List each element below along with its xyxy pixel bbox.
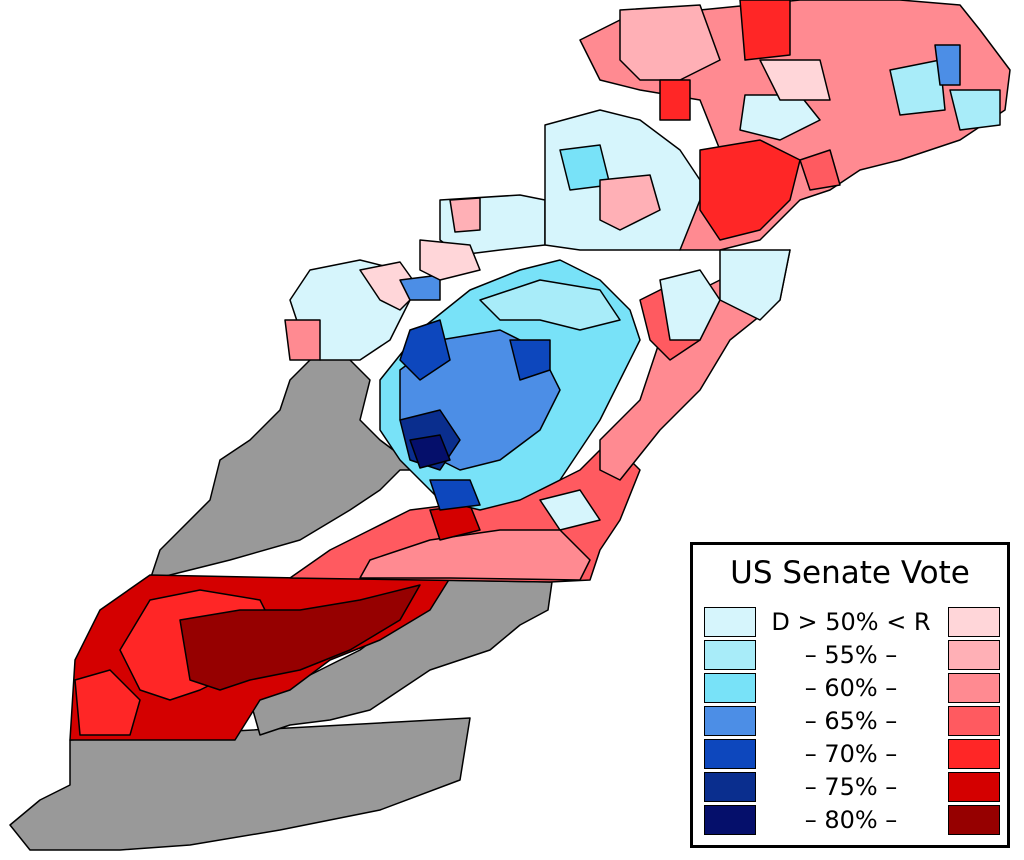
- red-county-west: [284, 319, 321, 361]
- legend-swatch-dem: [704, 805, 756, 835]
- blue-county-southeast: [539, 489, 601, 531]
- blue-county-center: [509, 339, 551, 381]
- blue-county-far-northeast: [949, 89, 1001, 131]
- legend-swatch-dem: [704, 640, 756, 670]
- red-region-far-west: [74, 669, 141, 736]
- pink-county-north-central: [449, 197, 481, 233]
- blue-county-northeast-dark: [934, 44, 961, 86]
- blue-county-darkest: [409, 434, 451, 469]
- gray-region-south: [9, 717, 471, 851]
- blue-county-south: [429, 479, 481, 511]
- red-region-south-core: [179, 584, 421, 691]
- red-county-north: [739, 0, 791, 61]
- legend: US Senate Vote D > 50% < R – 55% – – 60% –…: [690, 542, 1010, 848]
- legend-swatch-rep: [948, 706, 1000, 736]
- legend-row: – 75% –: [693, 772, 1007, 802]
- red-county-north-central: [659, 79, 691, 121]
- legend-label: – 55% –: [804, 641, 898, 669]
- pink-county-north-east: [759, 59, 831, 101]
- legend-swatch-rep: [948, 805, 1000, 835]
- legend-swatch-dem: [704, 706, 756, 736]
- legend-swatch-dem: [704, 607, 756, 637]
- blue-county-east: [659, 269, 721, 341]
- blue-region-upper: [479, 279, 621, 331]
- legend-label: – 70% –: [804, 740, 898, 768]
- legend-swatch-rep: [948, 640, 1000, 670]
- legend-row: – 70% –: [693, 739, 1007, 769]
- legend-label: – 60% –: [804, 674, 898, 702]
- legend-row: D > 50% < R: [693, 607, 1007, 637]
- blue-county-north: [399, 319, 451, 381]
- legend-label: – 80% –: [804, 806, 898, 834]
- legend-row: – 55% –: [693, 640, 1007, 670]
- legend-swatch-rep: [948, 739, 1000, 769]
- legend-swatch-rep: [948, 607, 1000, 637]
- legend-swatch-rep: [948, 673, 1000, 703]
- legend-label: – 75% –: [804, 773, 898, 801]
- red-county-north-east: [799, 149, 841, 191]
- legend-row: – 80% –: [693, 805, 1007, 835]
- legend-row: – 60% –: [693, 673, 1007, 703]
- gray-region-north: [149, 349, 421, 581]
- legend-label: D > 50% < R: [771, 608, 931, 636]
- legend-swatch-dem: [704, 739, 756, 769]
- legend-label: – 65% –: [804, 707, 898, 735]
- red-region-north-southwest: [699, 139, 801, 241]
- legend-swatch-dem: [704, 772, 756, 802]
- legend-swatch-rep: [948, 772, 1000, 802]
- blue-county-northeast: [889, 59, 946, 116]
- pink-county-upper-north: [599, 174, 661, 231]
- blue-county-west: [399, 274, 441, 301]
- legend-swatch-dem: [704, 673, 756, 703]
- pink-county-north: [419, 239, 481, 281]
- blue-region-east: [719, 249, 791, 321]
- legend-row: – 65% –: [693, 706, 1007, 736]
- legend-title: US Senate Vote: [730, 555, 970, 591]
